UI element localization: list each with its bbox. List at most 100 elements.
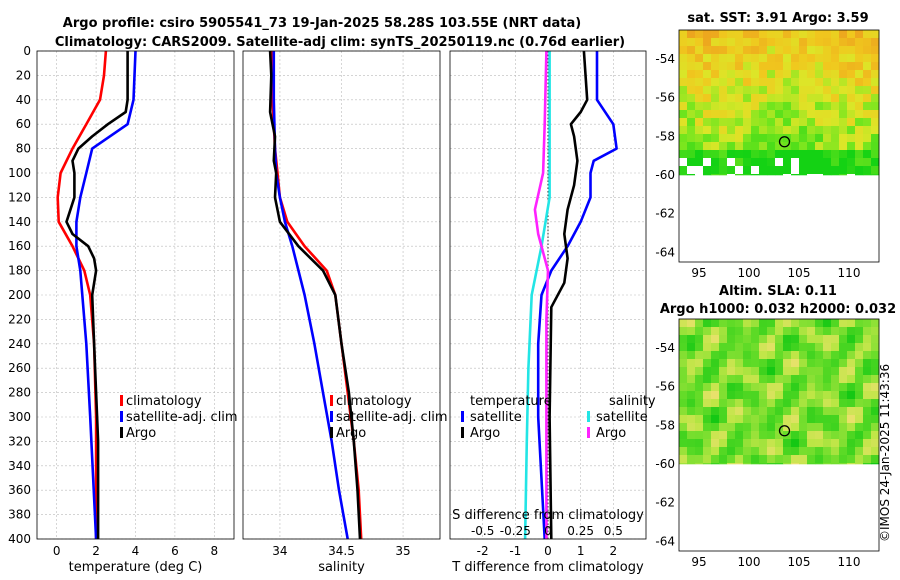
map-cell — [791, 86, 800, 95]
map-cell — [815, 383, 824, 392]
map-cell — [815, 174, 824, 176]
map-cell — [783, 447, 792, 456]
map-cell — [727, 142, 736, 151]
map-cell — [719, 150, 728, 159]
map-cell — [687, 343, 696, 352]
x-tick-label: 0 — [53, 544, 61, 558]
map-cell — [687, 70, 696, 79]
map-cell — [799, 431, 808, 440]
map-cell — [863, 359, 872, 368]
map-cell — [767, 343, 776, 352]
map-cell — [839, 359, 848, 368]
map-cell — [759, 439, 768, 448]
map-cell — [695, 174, 704, 176]
map-cell — [759, 150, 768, 159]
map-cell — [775, 319, 784, 328]
map-cell — [791, 439, 800, 448]
map-cell — [703, 407, 712, 416]
map-cell — [695, 407, 704, 416]
map-cell — [831, 70, 840, 79]
map-cell — [687, 78, 696, 87]
map-cell — [735, 142, 744, 151]
map-cell — [719, 70, 728, 79]
y-tick-label: 280 — [8, 386, 31, 400]
map-cell — [855, 367, 864, 376]
map-cell — [679, 62, 688, 71]
map-cell — [727, 327, 736, 336]
map-cell — [735, 447, 744, 456]
map-cell — [751, 439, 760, 448]
map-cell — [855, 46, 864, 55]
map-cell — [839, 70, 848, 79]
map-cell — [767, 166, 776, 175]
map-cell — [871, 30, 880, 39]
map-cell — [727, 102, 736, 111]
map-cell — [751, 134, 760, 143]
map-cell — [695, 110, 704, 119]
map-cell — [735, 30, 744, 39]
y-tick-label: 240 — [8, 337, 31, 351]
map-cell — [839, 455, 848, 464]
map-cell — [719, 102, 728, 111]
map-cell — [831, 455, 840, 464]
map-cell — [775, 150, 784, 159]
map-cell — [775, 383, 784, 392]
map-cell — [775, 439, 784, 448]
map-cell — [703, 158, 712, 167]
map-cell — [823, 423, 832, 432]
map-cell — [863, 94, 872, 103]
map-cell — [839, 391, 848, 400]
map-cell — [831, 391, 840, 400]
map-cell — [855, 335, 864, 344]
map-cell — [735, 166, 744, 175]
map-cell — [743, 375, 752, 384]
map-cell — [687, 54, 696, 63]
map-cell — [687, 166, 696, 175]
map-y-tick-label: -54 — [655, 52, 675, 66]
map-cell — [751, 30, 760, 39]
map-cell — [711, 174, 720, 176]
map-cell — [815, 166, 824, 175]
y-tick-label: 100 — [8, 166, 31, 180]
map-cell — [711, 351, 720, 360]
legend-label: satellite-adj. clim — [336, 410, 448, 425]
map-cell — [703, 150, 712, 159]
map-cell — [791, 359, 800, 368]
map-cell — [727, 431, 736, 440]
map-cell — [815, 102, 824, 111]
map-cell — [679, 94, 688, 103]
map-frame — [678, 318, 880, 552]
map-cell — [703, 383, 712, 392]
map-cell — [687, 415, 696, 424]
map-cell — [807, 455, 816, 464]
map-cell — [775, 54, 784, 63]
map-cell — [743, 78, 752, 87]
map-cell — [855, 423, 864, 432]
map-cell — [759, 351, 768, 360]
map-cell — [719, 166, 728, 175]
map-cell — [743, 407, 752, 416]
map-cell — [735, 158, 744, 167]
map-cell — [767, 54, 776, 63]
map-cell — [727, 118, 736, 127]
map-cell — [791, 150, 800, 159]
map-cell — [823, 78, 832, 87]
map-cell — [871, 335, 880, 344]
map-cell — [823, 415, 832, 424]
x-axis-label: temperature (deg C) — [69, 560, 203, 575]
map-cell — [815, 46, 824, 55]
map-cell — [831, 110, 840, 119]
map-cell — [855, 383, 864, 392]
map-cell — [727, 70, 736, 79]
map-cell — [751, 142, 760, 151]
y-tick-label: 220 — [8, 312, 31, 326]
map-cell — [695, 415, 704, 424]
map-cell — [847, 343, 856, 352]
map-cell — [855, 62, 864, 71]
map-cell — [823, 319, 832, 328]
map-cell — [831, 431, 840, 440]
map-y-tick-label: -58 — [655, 418, 675, 432]
map-cell — [743, 70, 752, 79]
map-cell — [743, 463, 752, 465]
